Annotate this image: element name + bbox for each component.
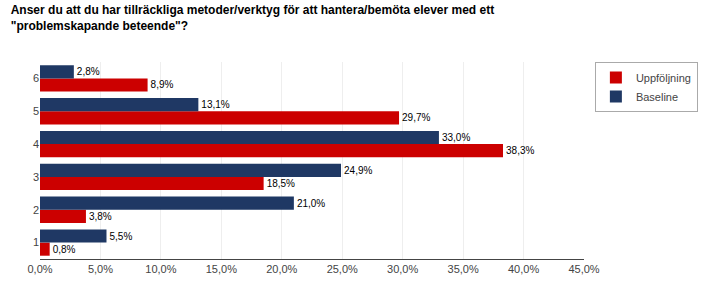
svg-text:13,1%: 13,1% — [201, 99, 229, 110]
svg-text:Baseline: Baseline — [636, 91, 678, 103]
svg-text:38,3%: 38,3% — [506, 145, 534, 156]
svg-text:5,5%: 5,5% — [109, 231, 132, 242]
svg-text:35,0%: 35,0% — [448, 263, 479, 275]
svg-text:Anser du att du har tillräckli: Anser du att du har tillräckliga metoder… — [11, 3, 494, 33]
svg-text:8,9%: 8,9% — [151, 79, 174, 90]
svg-text:1: 1 — [33, 236, 39, 248]
svg-text:3,8%: 3,8% — [89, 211, 112, 222]
svg-text:29,7%: 29,7% — [402, 112, 430, 123]
svg-text:3: 3 — [33, 171, 39, 183]
svg-text:18,5%: 18,5% — [267, 178, 295, 189]
svg-text:25,0%: 25,0% — [327, 263, 358, 275]
svg-text:5,0%: 5,0% — [88, 263, 113, 275]
svg-text:20,0%: 20,0% — [266, 263, 297, 275]
svg-text:2: 2 — [33, 204, 39, 216]
svg-text:2,8%: 2,8% — [77, 66, 100, 77]
svg-text:4: 4 — [33, 138, 39, 150]
svg-text:30,0%: 30,0% — [387, 263, 418, 275]
svg-text:45,0%: 45,0% — [568, 263, 599, 275]
svg-text:33,0%: 33,0% — [442, 132, 470, 143]
svg-text:21,0%: 21,0% — [297, 198, 325, 209]
svg-text:5: 5 — [33, 105, 39, 117]
svg-text:10,0%: 10,0% — [145, 263, 176, 275]
svg-text:24,9%: 24,9% — [344, 165, 372, 176]
svg-text:0,0%: 0,0% — [27, 263, 52, 275]
svg-text:6: 6 — [33, 72, 39, 84]
svg-text:Uppföljning: Uppföljning — [636, 72, 691, 84]
svg-text:0,8%: 0,8% — [53, 244, 76, 255]
svg-text:15,0%: 15,0% — [206, 263, 237, 275]
svg-text:40,0%: 40,0% — [508, 263, 539, 275]
